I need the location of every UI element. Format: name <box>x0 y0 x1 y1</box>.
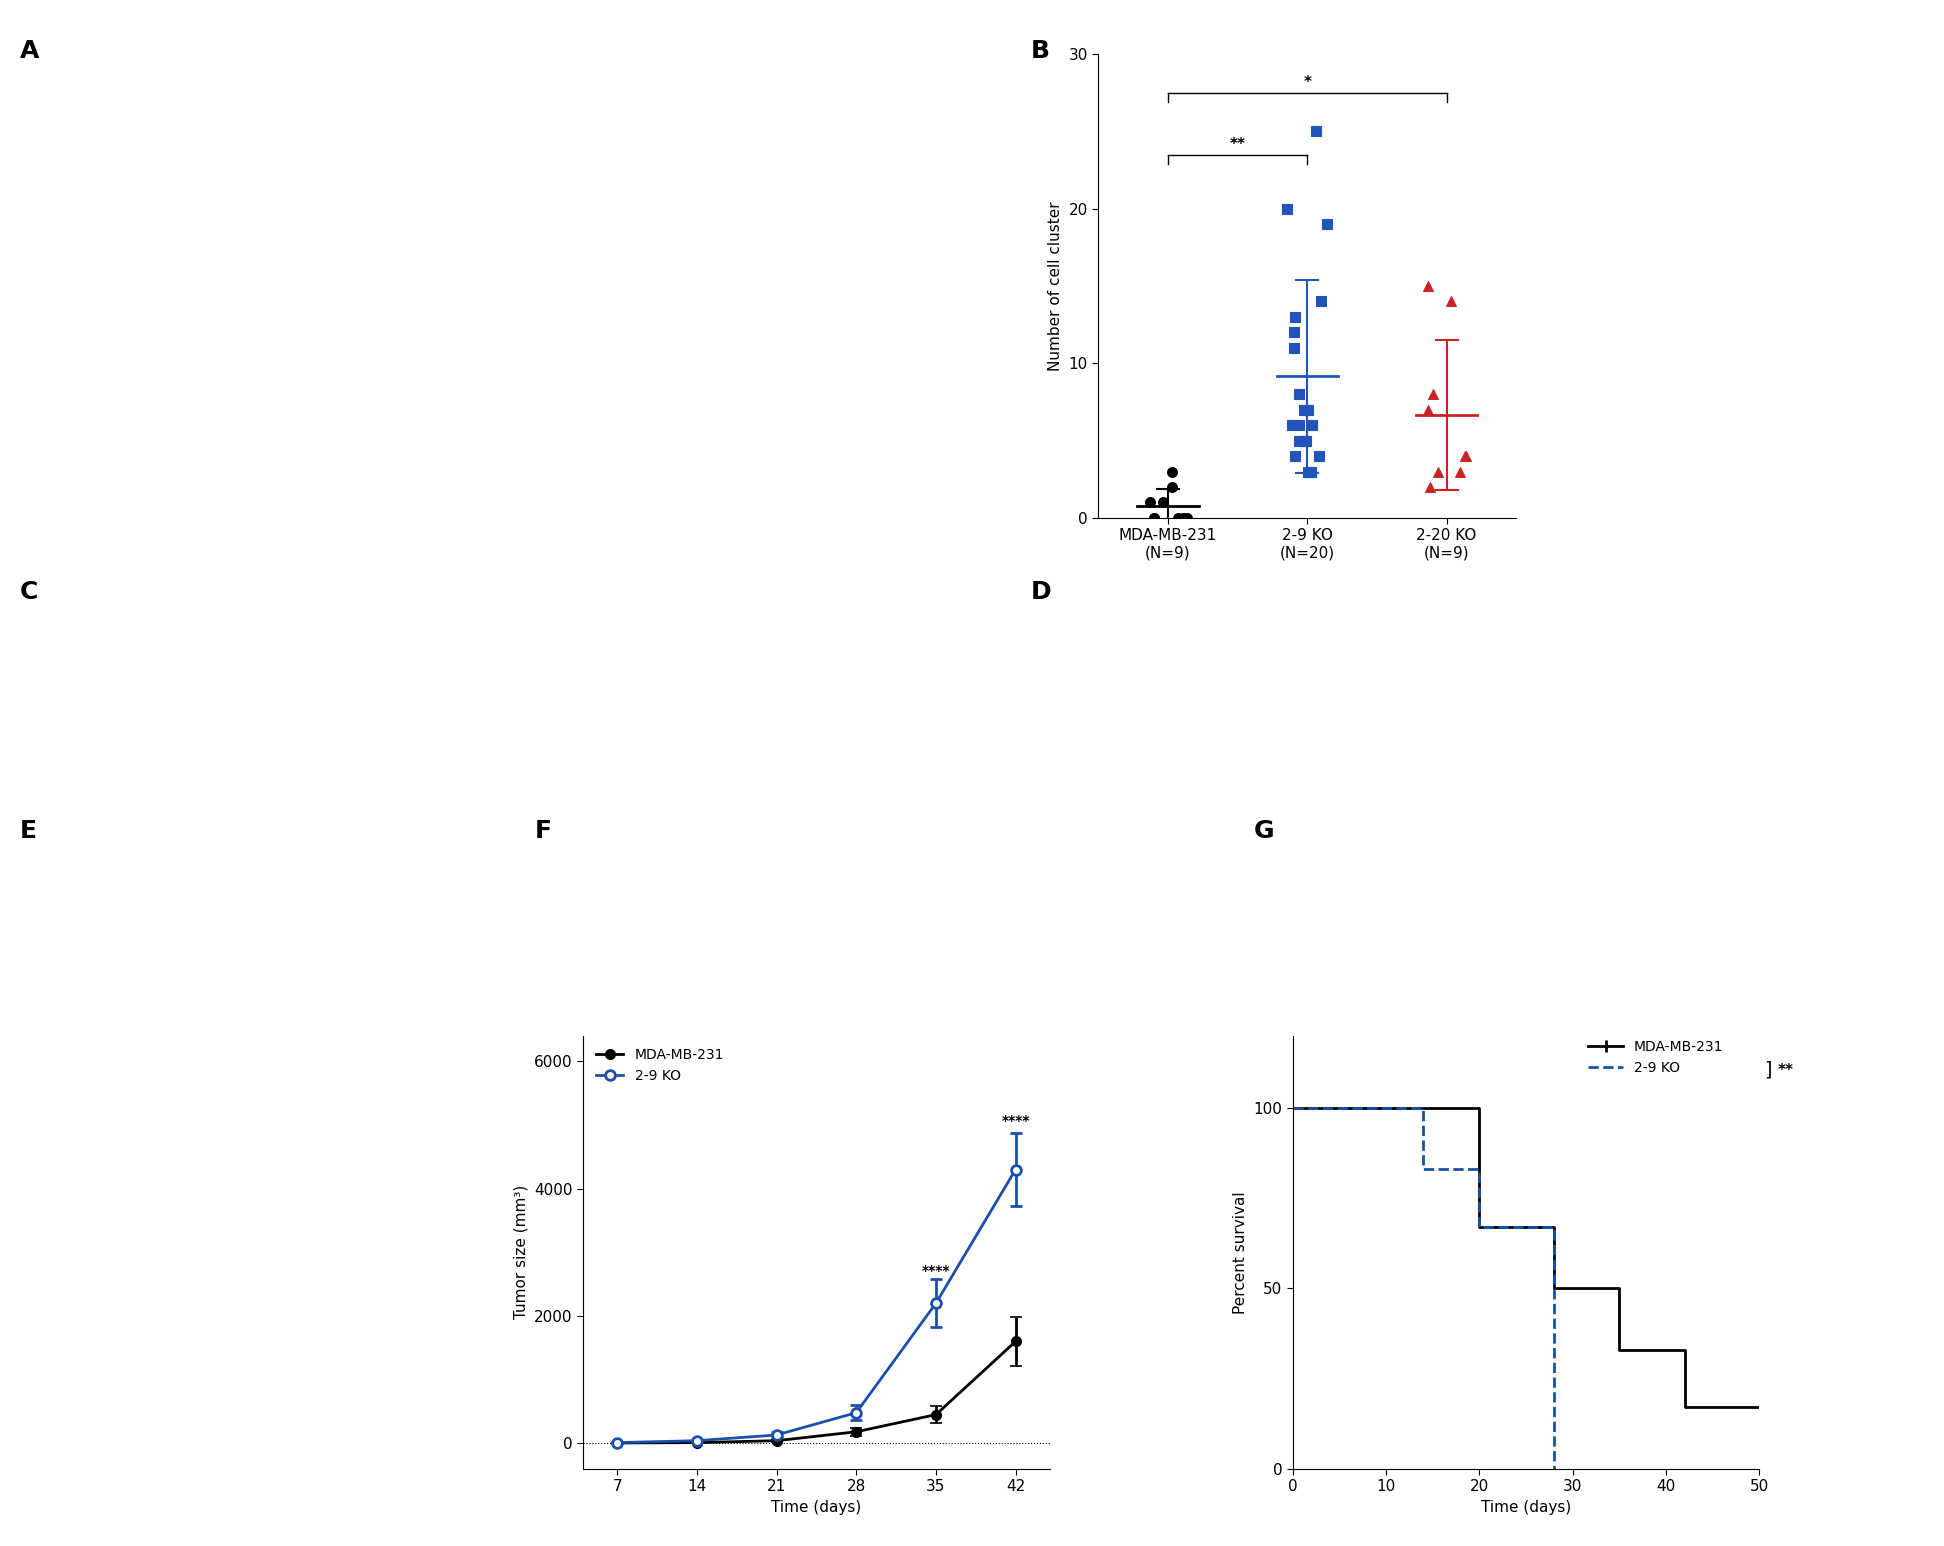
Point <box>1293 397 1324 422</box>
Text: D: D <box>1030 580 1052 604</box>
Point <box>1283 428 1314 453</box>
Point <box>1289 397 1320 422</box>
Text: C: C <box>19 580 37 604</box>
Text: ]: ] <box>1763 1061 1771 1081</box>
Y-axis label: Tumor size (mm³): Tumor size (mm³) <box>513 1186 529 1319</box>
MDA-MB-231 <box>1542 1218 1565 1237</box>
MDA-MB-231 <box>1674 1398 1697 1416</box>
2-9 KO <box>1468 1218 1491 1237</box>
X-axis label: Time (days): Time (days) <box>772 1500 861 1515</box>
Text: B: B <box>1030 39 1050 63</box>
Point <box>1137 506 1168 530</box>
2-9 KO <box>1542 1459 1565 1478</box>
Legend: MDA-MB-231, 2-9 KO: MDA-MB-231, 2-9 KO <box>1582 1034 1728 1081</box>
Point <box>1163 506 1194 530</box>
Text: *: * <box>1302 74 1312 90</box>
2-9 KO <box>1542 1459 1565 1478</box>
Point <box>1435 289 1466 314</box>
Point <box>1413 397 1444 422</box>
Point <box>1295 459 1326 484</box>
MDA-MB-231 <box>1468 1218 1491 1237</box>
2-9 KO <box>1411 1099 1435 1118</box>
Point <box>1287 428 1318 453</box>
Point <box>1304 444 1336 468</box>
Legend: MDA-MB-231, 2-9 KO: MDA-MB-231, 2-9 KO <box>591 1042 729 1088</box>
Point <box>1306 289 1337 314</box>
Point <box>1147 490 1178 515</box>
MDA-MB-231 <box>1468 1099 1491 1118</box>
Text: F: F <box>535 819 552 844</box>
Point <box>1137 506 1168 530</box>
MDA-MB-231 <box>1674 1340 1697 1359</box>
Point <box>1279 335 1310 360</box>
Point <box>1297 413 1328 438</box>
Point <box>1283 413 1314 438</box>
Point <box>1157 459 1188 484</box>
Point <box>1157 475 1188 499</box>
Text: G: G <box>1254 819 1275 844</box>
MDA-MB-231 <box>1748 1398 1771 1416</box>
Point <box>1279 444 1310 468</box>
2-9 KO <box>1468 1160 1491 1178</box>
Point <box>1450 444 1481 468</box>
Text: **: ** <box>1779 1064 1794 1078</box>
Y-axis label: Number of cell cluster: Number of cell cluster <box>1048 201 1063 371</box>
Text: ****: **** <box>921 1263 951 1277</box>
Text: ****: **** <box>1001 1115 1030 1129</box>
Text: E: E <box>19 819 37 844</box>
Point <box>1293 459 1324 484</box>
2-9 KO <box>1542 1218 1565 1237</box>
MDA-MB-231 <box>1608 1340 1631 1359</box>
MDA-MB-231 <box>1542 1279 1565 1297</box>
Point <box>1133 490 1164 515</box>
Line: MDA-MB-231: MDA-MB-231 <box>1293 1108 1759 1407</box>
Text: **: ** <box>1231 136 1246 152</box>
MDA-MB-231 <box>1281 1099 1304 1118</box>
Point <box>1279 305 1310 329</box>
Point <box>1279 320 1310 345</box>
Point <box>1172 506 1203 530</box>
MDA-MB-231 <box>1608 1279 1631 1297</box>
Line: 2-9 KO: 2-9 KO <box>1293 1108 1553 1469</box>
Point <box>1417 382 1448 407</box>
Point <box>1271 196 1302 221</box>
2-9 KO <box>1281 1099 1304 1118</box>
X-axis label: Time (days): Time (days) <box>1481 1500 1571 1515</box>
Point <box>1411 274 1442 298</box>
Y-axis label: Percent survival: Percent survival <box>1232 1190 1248 1314</box>
Point <box>1312 212 1343 237</box>
Point <box>1291 428 1322 453</box>
Point <box>1283 382 1314 407</box>
Point <box>1450 444 1481 468</box>
Text: A: A <box>19 39 39 63</box>
Point <box>1415 475 1446 499</box>
Point <box>1444 459 1475 484</box>
Point <box>1168 506 1199 530</box>
Point <box>1423 459 1454 484</box>
Point <box>1301 119 1332 144</box>
2-9 KO <box>1411 1160 1435 1178</box>
Point <box>1277 413 1308 438</box>
